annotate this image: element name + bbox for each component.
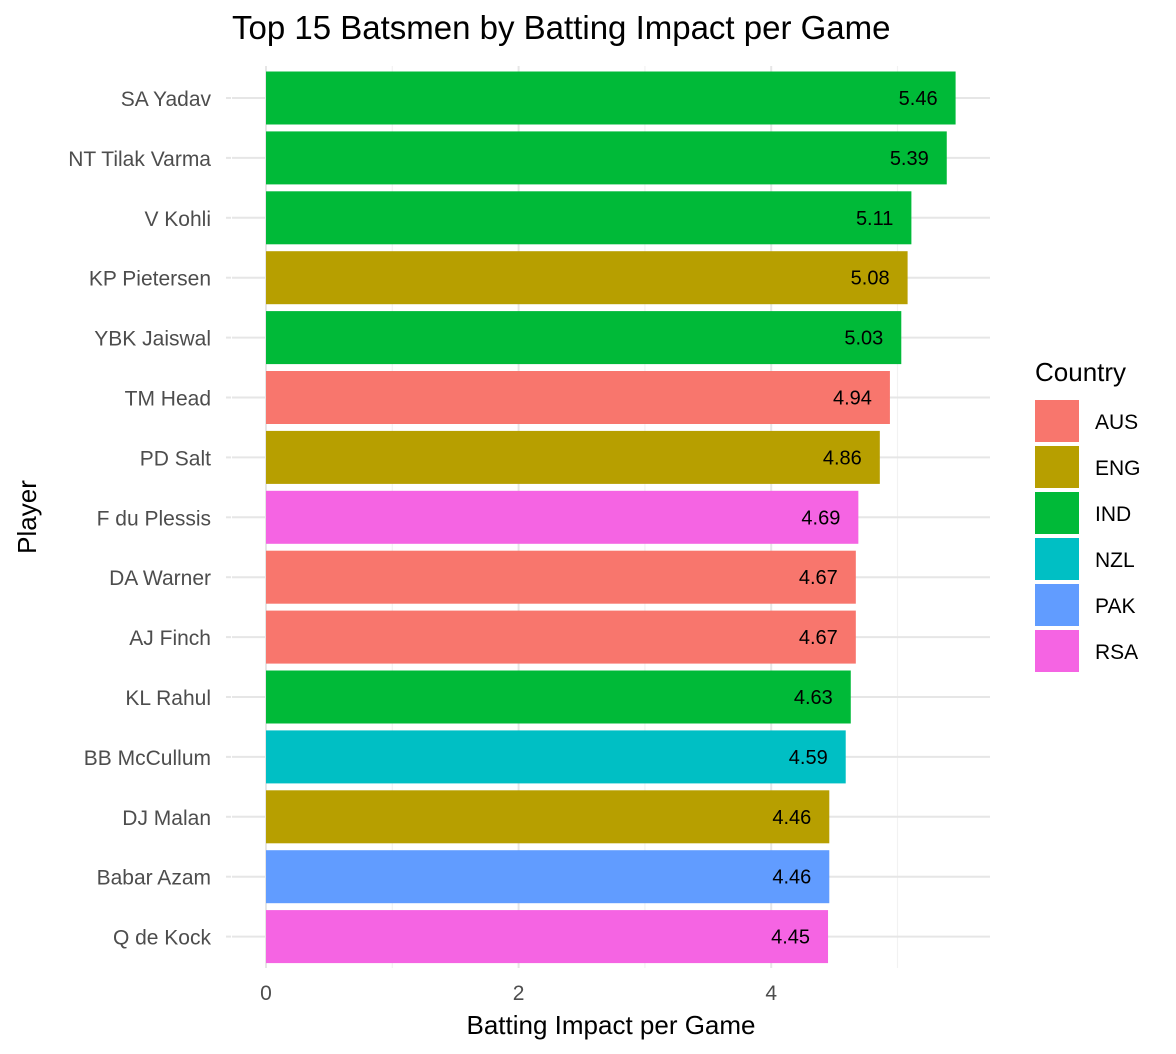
legend-key — [1035, 446, 1079, 488]
data-label: 4.46 — [772, 867, 811, 889]
legend-label: ENG — [1095, 457, 1141, 480]
bar — [266, 610, 856, 664]
data-label: 5.03 — [844, 328, 883, 350]
bar — [266, 910, 829, 964]
bar — [266, 670, 851, 724]
data-label: 4.69 — [801, 507, 840, 529]
y-tick-label: KL Rahul — [125, 687, 211, 710]
bar — [266, 850, 830, 904]
y-tick-label: BB McCullum — [84, 747, 211, 770]
data-label: 4.67 — [799, 627, 838, 649]
data-labels: 5.46 5.39 5.11 5.08 5.03 4.94 4.86 4.69 4.67 4.67… — [771, 88, 938, 949]
data-label: 5.46 — [899, 88, 938, 110]
bar — [266, 550, 856, 604]
legend-key — [1035, 400, 1079, 442]
data-label: 4.45 — [771, 927, 810, 949]
y-tick-label: DJ Malan — [122, 807, 211, 830]
y-tick-label: DA Warner — [109, 567, 211, 590]
y-tick-label: PD Salt — [140, 447, 211, 470]
x-tick-label: 4 — [765, 982, 777, 1005]
bar — [266, 191, 912, 245]
legend-label: NZL — [1095, 549, 1135, 572]
legend-label: RSA — [1095, 641, 1138, 664]
legend-key — [1035, 630, 1079, 672]
y-tick-label: YBK Jaiswal — [94, 328, 211, 351]
y-tick-label: AJ Finch — [129, 627, 211, 650]
data-label: 5.39 — [890, 148, 929, 170]
legend-label: PAK — [1095, 595, 1135, 618]
legend-label: IND — [1095, 503, 1131, 526]
bar — [266, 71, 956, 125]
data-label: 4.46 — [772, 807, 811, 829]
y-tick-label: Q de Kock — [113, 927, 212, 950]
bar — [266, 430, 880, 484]
bars — [266, 71, 956, 964]
legend-key — [1035, 584, 1079, 626]
y-axis-tick-labels: SA Yadav NT Tilak Varma V Kohli KP Pieterse… — [68, 88, 231, 950]
y-tick-label: V Kohli — [144, 208, 211, 231]
x-axis-title: Batting Impact per Game — [466, 1010, 755, 1040]
legend-title: Country — [1035, 357, 1126, 387]
chart-title: Top 15 Batsmen by Batting Impact per Gam… — [232, 9, 891, 46]
data-label: 5.08 — [851, 268, 890, 290]
data-label: 4.59 — [789, 747, 828, 769]
legend-key — [1035, 492, 1079, 534]
data-label: 4.63 — [794, 687, 833, 709]
data-label: 4.86 — [823, 447, 862, 469]
x-axis-tick-labels: 0 2 4 — [260, 982, 777, 1005]
y-axis-title: Player — [12, 480, 42, 554]
x-tick-label: 2 — [513, 982, 525, 1005]
bar — [266, 790, 830, 844]
data-label: 4.94 — [833, 388, 872, 410]
y-tick-label: TM Head — [125, 388, 211, 411]
bar — [266, 311, 902, 365]
bar — [266, 251, 908, 305]
bar — [266, 131, 947, 185]
y-tick-label: F du Plessis — [97, 507, 211, 530]
y-tick-label: KP Pietersen — [89, 268, 211, 291]
data-label: 5.11 — [856, 208, 893, 230]
bar — [266, 490, 859, 544]
legend-label: AUS — [1095, 411, 1138, 434]
legend-key — [1035, 538, 1079, 580]
y-tick-label: Babar Azam — [97, 867, 211, 890]
bar — [266, 371, 890, 424]
y-tick-label: NT Tilak Varma — [68, 148, 211, 171]
bar — [266, 730, 846, 784]
y-tick-label: SA Yadav — [121, 88, 212, 111]
legend: Country AUS ENG IND NZL PAK RSA — [1035, 357, 1141, 672]
data-label: 4.67 — [799, 567, 838, 589]
x-tick-label: 0 — [260, 982, 272, 1005]
